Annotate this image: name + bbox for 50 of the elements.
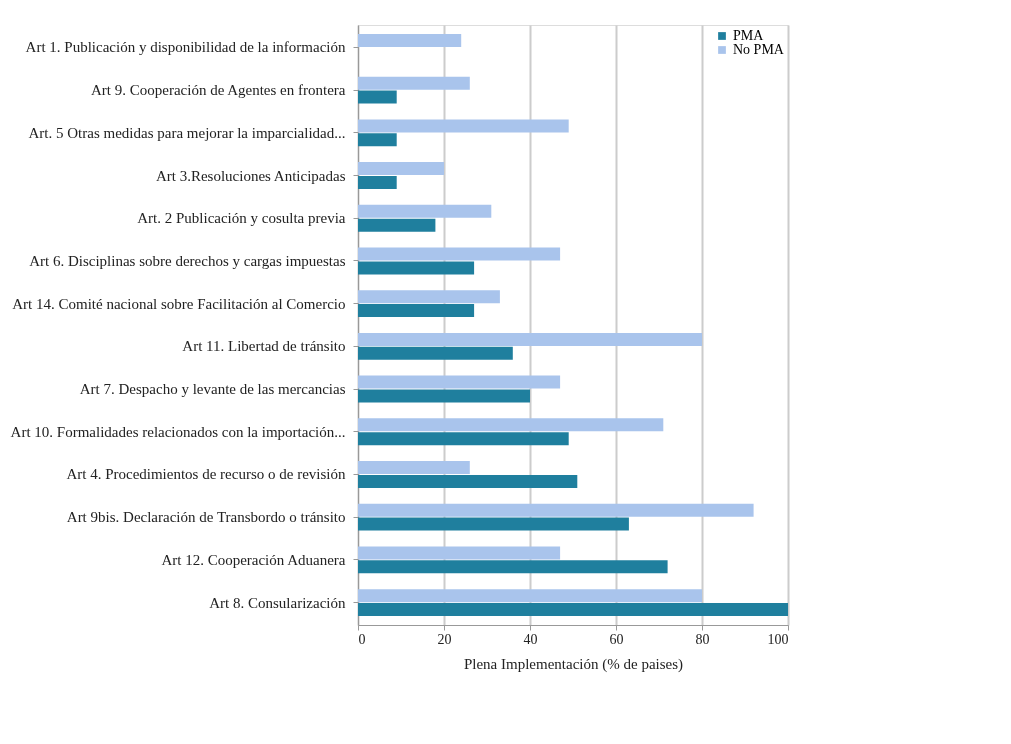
y-tick-label: Art 10. Formalidades relacionados con la importación... bbox=[10, 423, 346, 440]
bar bbox=[358, 560, 668, 574]
bar bbox=[358, 346, 513, 360]
x-tick-label: 100 bbox=[767, 631, 789, 647]
bar bbox=[358, 375, 561, 389]
x-axis-title: Plena Implementación (% de paises) bbox=[463, 655, 684, 673]
x-tick-label: 20 bbox=[437, 631, 452, 647]
y-tick-label: Art 6. Disciplinas sobre derechos y cargas impuestas bbox=[29, 252, 346, 269]
y-tick-label: Art 12. Cooperación Aduanera bbox=[161, 551, 346, 568]
x-tick-label: 80 bbox=[695, 631, 710, 647]
bar bbox=[358, 218, 436, 232]
bar bbox=[358, 175, 397, 189]
y-tick-label: Art 3.Resoluciones Anticipadas bbox=[155, 167, 346, 184]
bar bbox=[358, 204, 492, 218]
y-tick-label: Art 9. Cooperación de Agentes en frontera bbox=[91, 82, 346, 99]
y-tick-label: Art 11. Libertad de tránsito bbox=[182, 338, 346, 355]
x-tick-label: 40 bbox=[523, 631, 538, 647]
bar bbox=[358, 389, 530, 403]
bar bbox=[358, 503, 754, 517]
y-tick-label: Art 1. Publicación y disponibilidad de la información bbox=[25, 39, 346, 56]
bar bbox=[358, 461, 470, 475]
x-tick-label: 60 bbox=[609, 631, 624, 647]
bar bbox=[358, 418, 664, 432]
bar bbox=[358, 33, 462, 47]
bar bbox=[358, 76, 470, 90]
y-tick-label: Art. 2 Publicación y cosulta previa bbox=[137, 210, 346, 227]
bar bbox=[358, 589, 702, 603]
bar bbox=[358, 90, 397, 104]
bar bbox=[358, 261, 475, 275]
bar bbox=[358, 119, 569, 133]
legend-label: No PMA bbox=[733, 42, 785, 57]
y-tick-label: Art 4. Procedimientos de recurso o de revisión bbox=[66, 466, 346, 483]
y-tick-label: Art 7. Despacho y levante de las mercancias bbox=[79, 381, 346, 398]
bar bbox=[358, 247, 561, 261]
bar bbox=[358, 133, 397, 147]
bar bbox=[358, 432, 569, 446]
bar bbox=[358, 546, 561, 560]
y-tick-label: Art 9bis. Declaración de Transbordo o tránsito bbox=[66, 509, 346, 526]
y-tick-label: Art. 5 Otras medidas para mejorar la imparcialidad... bbox=[28, 124, 346, 141]
y-tick-label: Art 8. Consularización bbox=[209, 594, 346, 611]
bar bbox=[358, 474, 578, 488]
bar bbox=[358, 304, 475, 318]
y-tick-label: Art 14. Comité nacional sobre Facilitación al Comercio bbox=[12, 295, 346, 312]
bar bbox=[358, 603, 788, 617]
bar bbox=[358, 290, 500, 304]
x-tick-label: 0 bbox=[358, 631, 366, 647]
legend-label: PMA bbox=[733, 28, 765, 43]
bar bbox=[358, 517, 629, 531]
bar bbox=[358, 332, 702, 346]
bar bbox=[358, 162, 444, 176]
